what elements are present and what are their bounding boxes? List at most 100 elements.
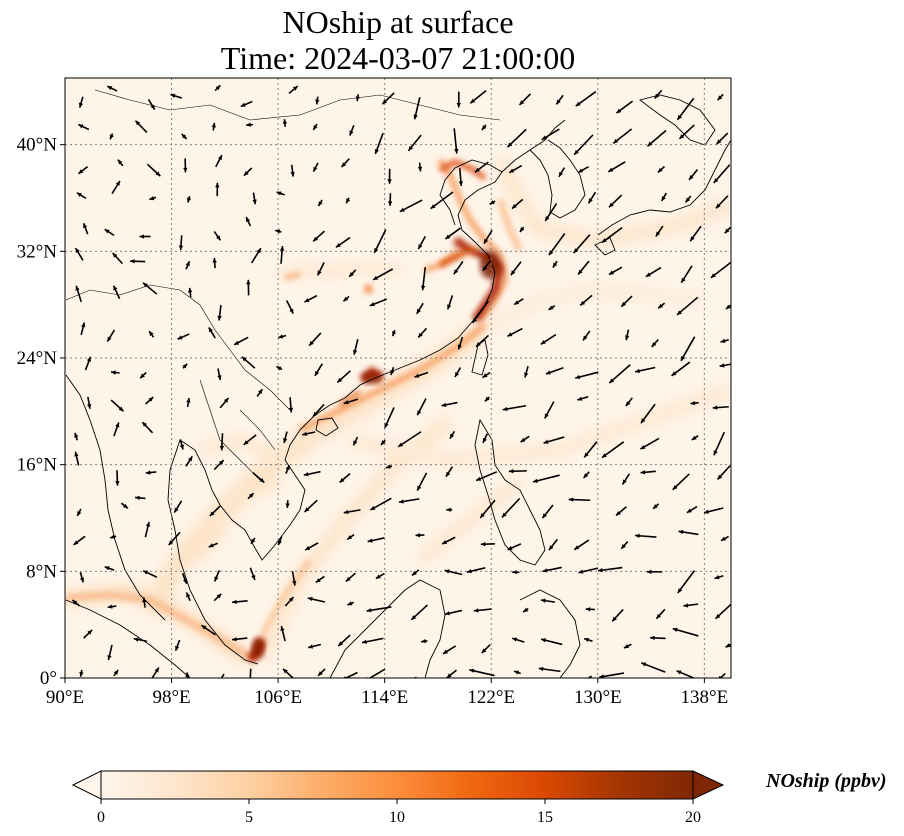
y-tick-label: 0° [40, 668, 57, 689]
wind-arrow [601, 226, 623, 244]
wind-arrow [634, 533, 657, 538]
wind-arrow [78, 123, 90, 131]
wind-arrow [283, 431, 288, 444]
wind-arrow [374, 132, 384, 155]
wind-arrow [548, 233, 566, 256]
wind-arrow [380, 439, 386, 446]
wind-arrow [142, 282, 158, 295]
wind-arrow [475, 334, 490, 348]
wind-arrow [724, 226, 731, 234]
wind-arrow [290, 164, 295, 177]
wind-arrow [212, 257, 217, 269]
wind-arrow [710, 261, 731, 279]
wind-arrow [183, 158, 188, 173]
wind-arrow [587, 191, 597, 204]
wind-arrow [174, 639, 181, 651]
wind-arrow [120, 502, 129, 509]
wind-arrow [173, 500, 183, 514]
colorbar: 0 5 10 15 20 [71, 770, 725, 826]
wind-arrow [75, 285, 83, 303]
x-tick-label: 98°E [152, 687, 190, 708]
wind-arrow [577, 395, 589, 401]
wind-arrow [510, 261, 522, 276]
wind-arrow [373, 229, 387, 254]
wind-arrow [621, 473, 631, 485]
y-tick-label: 40°N [17, 135, 58, 156]
wind-arrow [110, 370, 120, 375]
wind-arrow [342, 295, 350, 302]
wind-arrow [285, 300, 294, 315]
wind-arrow [231, 637, 248, 642]
wind-arrow [582, 330, 591, 341]
wind-arrow [240, 100, 253, 108]
wind-arrow [399, 199, 423, 213]
wind-arrow [538, 666, 561, 673]
map-frame [64, 77, 732, 679]
map-subtitle: Time: 2024-03-07 21:00:00 [220, 40, 576, 76]
wind-arrow [482, 433, 489, 444]
wind-arrow [548, 538, 558, 551]
wind-arrow [583, 637, 593, 643]
wind-arrow [139, 234, 151, 239]
wind-arrow [117, 159, 124, 167]
wind-arrow [348, 269, 357, 278]
wind-arrow [416, 302, 424, 315]
wind-arrow [713, 164, 731, 184]
wind-arrow [511, 198, 524, 210]
wind-arrow [445, 466, 454, 478]
wind-arrow [513, 298, 524, 306]
wind-arrow [243, 167, 253, 177]
wind-arrow [146, 163, 161, 177]
wind-arrow [133, 637, 148, 643]
wind-arrow [645, 266, 662, 278]
wind-arrow [714, 574, 724, 580]
wind-arrow [215, 182, 220, 197]
wind-arrow [474, 161, 489, 173]
wind-arrow [381, 92, 395, 105]
wind-arrow [441, 536, 456, 545]
wind-arrow [168, 531, 181, 546]
wind-arrow [366, 606, 392, 613]
colorbar-tick-label: 0 [97, 809, 105, 826]
wind-arrow [657, 302, 666, 309]
wind-arrow [489, 200, 496, 205]
wind-arrow [347, 601, 355, 606]
wind-arrow [367, 537, 385, 543]
wind-arrow [343, 509, 361, 515]
wind-arrow [208, 327, 216, 339]
wind-arrow [398, 498, 420, 504]
wind-arrow [80, 322, 86, 336]
wind-arrow [110, 399, 125, 412]
wind-arrow [479, 499, 496, 519]
wind-arrow [181, 572, 188, 585]
colorbar-bar [100, 770, 694, 800]
wind-arrow [676, 296, 699, 316]
wind-arrow [288, 397, 294, 413]
wind-arrow [407, 134, 422, 152]
wind-arrow [388, 193, 393, 206]
wind-arrow [285, 500, 290, 509]
wind-arrow [522, 607, 529, 613]
wind-arrow [217, 304, 222, 321]
wind-arrow [390, 366, 395, 376]
wind-arrow [612, 128, 633, 144]
wind-arrow [634, 366, 656, 374]
wind-arrow [508, 469, 527, 474]
wind-arrow [345, 572, 356, 583]
wind-arrow [282, 668, 294, 678]
wind-arrow [413, 97, 421, 120]
wind-arrow [74, 432, 79, 441]
wind-arrow [104, 565, 115, 571]
x-axis: 90°E 98°E 106°E 114°E 122°E 130°E 138°E [46, 678, 728, 708]
wind-arrow [219, 397, 230, 409]
wind-arrow [279, 245, 285, 264]
wind-arrow [540, 333, 557, 345]
wind-arrow [513, 670, 522, 675]
wind-arrow [650, 635, 666, 641]
wind-arrow [651, 338, 659, 348]
wind-arrow [241, 356, 256, 369]
wind-arrow [278, 334, 287, 339]
wind-arrow [715, 195, 729, 209]
wind-arrow [335, 236, 351, 249]
